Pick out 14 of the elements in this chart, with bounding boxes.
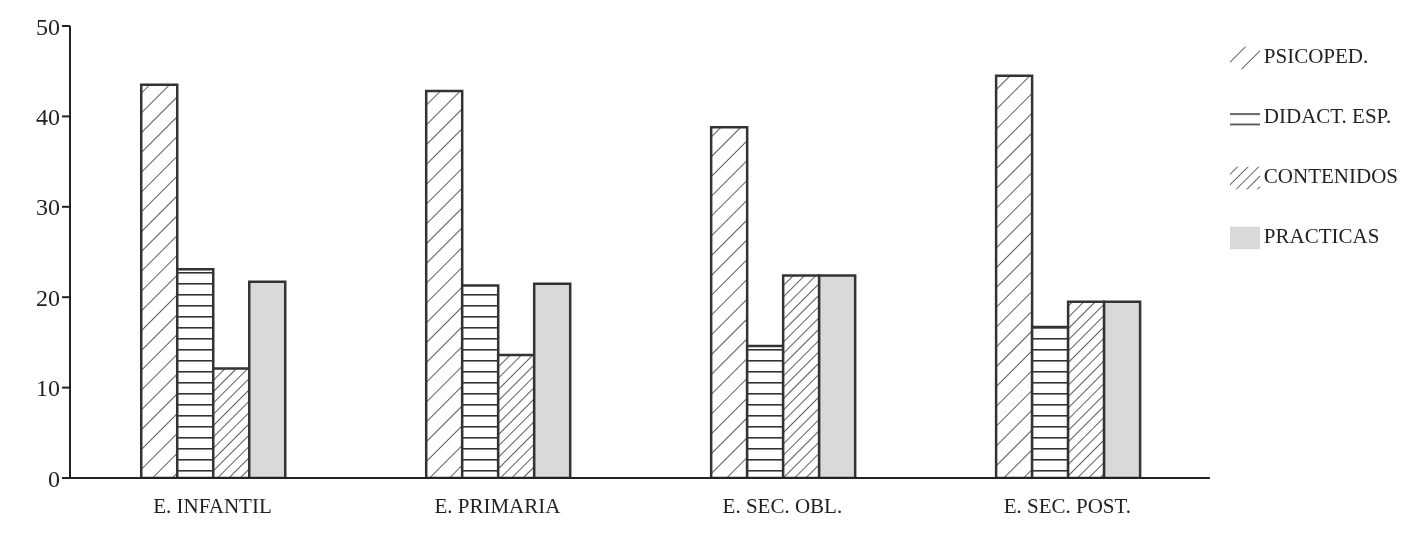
y-tick-label: 20 [36, 284, 60, 311]
legend-label: DIDACT. ESP. [1263, 104, 1392, 128]
legend-label: CONTENIDOS [1263, 164, 1398, 188]
y-tick-label: 50 [36, 13, 60, 40]
y-tick-label: 30 [36, 194, 60, 221]
legend-label: PRACTICAS [1263, 224, 1380, 248]
legend-label: PSICOPED. [1263, 44, 1369, 68]
x-tick-label: E. PRIMARIA [434, 493, 562, 518]
x-tick-label: E. SEC. POST. [1003, 493, 1132, 518]
y-tick-label: 0 [48, 465, 60, 492]
y-tick-label: 40 [36, 103, 60, 130]
x-tick-label: E. SEC. OBL. [722, 493, 843, 518]
x-tick-label: E. INFANTIL [153, 493, 272, 518]
y-tick-label: 10 [36, 375, 60, 402]
